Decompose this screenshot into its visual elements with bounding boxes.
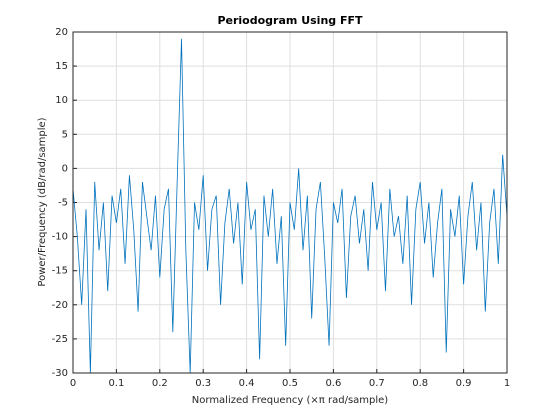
x-tick-label: 0.2 xyxy=(152,378,168,389)
y-tick-label: 0 xyxy=(62,163,68,174)
x-tick-label: 0.9 xyxy=(456,378,472,389)
y-tick-label: -10 xyxy=(52,232,68,243)
x-tick-label: 0.5 xyxy=(282,378,298,389)
x-tick-label: 0.3 xyxy=(195,378,211,389)
x-tick-label: 1 xyxy=(504,378,510,389)
y-tick-label: -5 xyxy=(58,198,68,209)
x-tick-label: 0.6 xyxy=(325,378,341,389)
y-tick-label: -15 xyxy=(52,266,68,277)
x-tick-label: 0 xyxy=(70,378,76,389)
x-axis-label: Normalized Frequency (×π rad/sample) xyxy=(192,395,389,406)
x-tick-label: 0.4 xyxy=(239,378,255,389)
y-tick-label: 10 xyxy=(55,95,68,106)
y-tick-label: 15 xyxy=(55,61,68,72)
chart-title: Periodogram Using FFT xyxy=(217,14,363,27)
plot-frame xyxy=(72,31,508,374)
y-axis-label: Power/Frequency (dB/rad/sample) xyxy=(37,117,48,286)
y-tick-label: 20 xyxy=(55,27,68,38)
y-tick-label: -25 xyxy=(52,334,68,345)
x-tick-label: 0.7 xyxy=(369,378,385,389)
x-tick-label: 0.1 xyxy=(108,378,124,389)
y-tick-label: -30 xyxy=(52,368,68,379)
data-line xyxy=(72,38,508,374)
y-tick-label: 5 xyxy=(62,129,68,140)
x-tick-label: 0.8 xyxy=(412,378,428,389)
y-tick-label: -20 xyxy=(52,300,68,311)
